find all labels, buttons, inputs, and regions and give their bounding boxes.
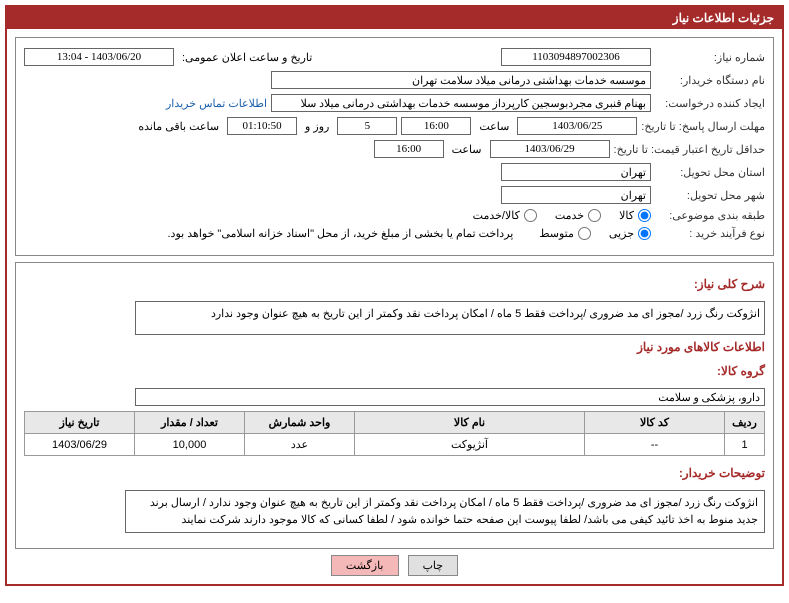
table-row: 1--آنژیوکتعدد10,0001403/06/29 — [25, 434, 765, 456]
table-header: نام کالا — [355, 412, 585, 434]
delivery-city-input[interactable] — [501, 186, 651, 204]
table-cell: عدد — [245, 434, 355, 456]
buyer-org-label: نام دستگاه خریدار: — [655, 74, 765, 87]
response-deadline-label: مهلت ارسال پاسخ: تا تاریخ: — [641, 120, 765, 133]
goods-table: ردیفکد کالانام کالاواحد شمارشتعداد / مقد… — [24, 411, 765, 456]
need-number-label: شماره نیاز: — [655, 51, 765, 64]
print-button[interactable]: چاپ — [408, 555, 459, 576]
need-number-input[interactable] — [501, 48, 651, 66]
radio-goods-service[interactable] — [524, 209, 537, 222]
announce-date-label: تاریخ و ساعت اعلان عمومی: — [178, 51, 316, 64]
table-cell: -- — [585, 434, 725, 456]
delivery-city-label: شهر محل تحویل: — [655, 189, 765, 202]
radio-goods[interactable] — [638, 209, 651, 222]
buyer-org-input[interactable] — [271, 71, 651, 89]
main-panel: جزئیات اطلاعات نیاز شماره نیاز: تاریخ و … — [5, 5, 784, 586]
delivery-province-input[interactable] — [501, 163, 651, 181]
price-time-input[interactable] — [374, 140, 444, 158]
buyer-contact-link[interactable]: اطلاعات تماس خریدار — [166, 97, 267, 110]
days-and-label: روز و — [301, 120, 333, 133]
time-label-1: ساعت — [475, 120, 513, 133]
need-desc-text: انژوکت رنگ زرد /مجوز ای مد ضروری /پرداخت… — [135, 301, 765, 335]
radio-service[interactable] — [588, 209, 601, 222]
requester-input[interactable] — [271, 94, 651, 112]
process-note: پرداخت تمام یا بخشی از مبلغ خرید، از محل… — [164, 227, 518, 240]
remaining-days-input[interactable] — [337, 117, 397, 135]
time-label-2: ساعت — [448, 143, 486, 156]
radio-goods-label: کالا — [619, 209, 634, 222]
details-box: شرح کلی نیاز: انژوکت رنگ زرد /مجوز ای مد… — [15, 262, 774, 549]
radio-partial-label: جزیی — [609, 227, 634, 240]
announce-date-input[interactable] — [24, 48, 174, 66]
info-box: شماره نیاز: تاریخ و ساعت اعلان عمومی: نا… — [15, 37, 774, 256]
response-date-input[interactable] — [517, 117, 637, 135]
remaining-suffix: ساعت باقی مانده — [134, 120, 223, 133]
category-label: طبقه بندی موضوعی: — [655, 209, 765, 222]
table-header: تعداد / مقدار — [135, 412, 245, 434]
buyer-notes-text: انژوکت رنگ زرد /مجوز ای مد ضروری /پرداخت… — [125, 490, 765, 533]
radio-medium-label: متوسط — [539, 227, 574, 240]
radio-goods-service-label: کالا/خدمت — [473, 209, 520, 222]
radio-partial[interactable] — [638, 227, 651, 240]
purchase-process-label: نوع فرآیند خرید : — [655, 227, 765, 240]
requester-label: ایجاد کننده درخواست: — [655, 97, 765, 110]
table-cell: 1403/06/29 — [25, 434, 135, 456]
table-header: کد کالا — [585, 412, 725, 434]
panel-title: جزئیات اطلاعات نیاز — [7, 7, 782, 29]
radio-medium[interactable] — [578, 227, 591, 240]
remaining-time-input[interactable] — [227, 117, 297, 135]
table-cell: 10,000 — [135, 434, 245, 456]
goods-group-label: گروه کالا: — [655, 364, 765, 378]
back-button[interactable]: بازگشت — [331, 555, 399, 576]
price-date-input[interactable] — [490, 140, 610, 158]
table-cell: آنژیوکت — [355, 434, 585, 456]
response-time-input[interactable] — [401, 117, 471, 135]
buyer-notes-label: توضیحات خریدار: — [655, 466, 765, 480]
table-cell: 1 — [725, 434, 765, 456]
button-row: چاپ بازگشت — [15, 555, 774, 576]
radio-service-label: خدمت — [555, 209, 584, 222]
table-header: واحد شمارش — [245, 412, 355, 434]
goods-group-input[interactable] — [135, 388, 765, 406]
need-desc-label: شرح کلی نیاز: — [655, 277, 765, 291]
goods-section-title: اطلاعات کالاهای مورد نیاز — [24, 340, 765, 354]
table-header: تاریخ نیاز — [25, 412, 135, 434]
price-validity-label: حداقل تاریخ اعتبار قیمت: تا تاریخ: — [614, 143, 765, 156]
delivery-province-label: استان محل تحویل: — [655, 166, 765, 179]
table-header: ردیف — [725, 412, 765, 434]
